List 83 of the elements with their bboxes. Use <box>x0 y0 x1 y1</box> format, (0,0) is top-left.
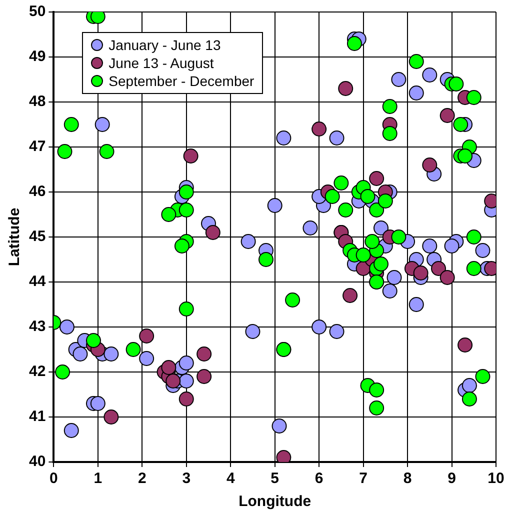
point <box>466 261 482 276</box>
legend-label: June 13 - August <box>108 54 214 72</box>
x-tick-label: 6 <box>314 470 324 488</box>
y-tick-label: 46 <box>28 183 46 200</box>
point <box>126 342 141 357</box>
x-tick-label: 9 <box>448 470 456 488</box>
x-tick-label: 2 <box>138 470 146 488</box>
point <box>369 382 384 398</box>
y-tick-label: 42 <box>28 363 46 380</box>
point <box>174 238 190 254</box>
y-tick-label: 49 <box>28 48 46 66</box>
point <box>161 360 176 375</box>
point <box>324 189 340 204</box>
point <box>475 369 490 384</box>
point <box>338 202 354 218</box>
point <box>57 144 72 159</box>
point <box>431 261 446 276</box>
y-tick-label: 43 <box>28 318 46 336</box>
point <box>64 117 79 132</box>
point <box>205 225 220 240</box>
point <box>99 144 114 159</box>
point <box>196 346 212 362</box>
point <box>178 392 194 406</box>
y-tick-label: 40 <box>28 453 46 470</box>
point <box>422 158 438 172</box>
point <box>382 99 398 114</box>
point <box>466 230 482 244</box>
point <box>391 230 406 244</box>
point <box>196 369 212 384</box>
point <box>378 194 393 208</box>
point <box>346 36 362 51</box>
point <box>440 108 455 123</box>
x-tick-label: 10 <box>488 470 504 488</box>
point <box>161 207 176 222</box>
point <box>178 184 194 200</box>
legend-label: September - December <box>108 72 254 90</box>
x-axis-title: Longitude <box>238 493 312 510</box>
point <box>285 292 300 308</box>
point <box>462 392 477 406</box>
x-tick-label: 0 <box>50 470 58 488</box>
x-tick-label: 5 <box>270 470 280 488</box>
y-tick-label: 47 <box>28 138 46 156</box>
point <box>458 338 473 352</box>
point <box>86 333 101 348</box>
point <box>312 122 327 136</box>
y-tick-label: 48 <box>28 93 46 110</box>
x-tick-label: 7 <box>359 470 368 488</box>
point <box>466 90 482 105</box>
point <box>258 252 274 267</box>
point <box>334 176 349 190</box>
point <box>448 76 464 92</box>
point <box>440 270 455 285</box>
point <box>369 400 384 416</box>
x-tick-label: 1 <box>94 470 102 488</box>
point <box>338 81 354 96</box>
x-tick-label: 8 <box>403 470 412 488</box>
point <box>369 171 384 186</box>
point <box>178 202 194 218</box>
point <box>364 234 380 249</box>
point <box>369 202 384 218</box>
point <box>356 248 371 262</box>
x-tick-label: 4 <box>226 470 236 488</box>
point <box>178 302 194 316</box>
point <box>413 266 428 280</box>
y-tick-label: 44 <box>28 273 46 290</box>
legend-label: January - June 13 <box>108 36 221 54</box>
point <box>166 374 181 388</box>
point <box>183 148 198 164</box>
y-axis-title: Latitude <box>6 208 24 266</box>
y-tick-label: 50 <box>28 3 46 20</box>
y-tick-label: 41 <box>28 408 46 426</box>
point <box>342 288 358 303</box>
point <box>382 126 398 141</box>
point <box>458 148 473 164</box>
point <box>139 328 154 344</box>
y-tick-label: 45 <box>28 228 46 246</box>
point <box>104 410 119 424</box>
point <box>453 117 468 132</box>
point <box>408 54 424 69</box>
x-tick-label: 3 <box>182 470 191 488</box>
point <box>360 189 376 204</box>
point <box>55 364 70 380</box>
point <box>374 256 388 272</box>
